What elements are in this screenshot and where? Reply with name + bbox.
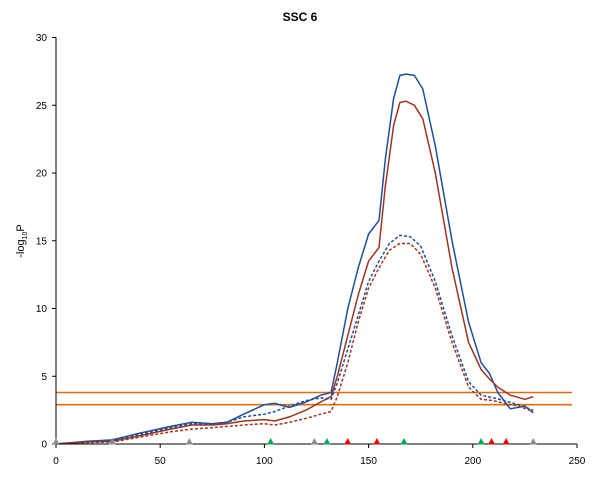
- marker-triangle-5: [323, 438, 331, 445]
- chart-title: SSC 6: [283, 10, 318, 24]
- y-axis-label: -log10P: [15, 224, 29, 257]
- marker-triangle-1: [108, 438, 116, 445]
- series-group: [55, 73, 534, 445]
- y-tick-label-25: 25: [36, 101, 48, 112]
- axes: [55, 37, 577, 445]
- y-axis-label-subscript: 10: [22, 232, 29, 240]
- marker-triangle-2: [185, 438, 193, 445]
- marker-triangle-7: [373, 438, 381, 445]
- y-tick-label-0: 0: [41, 440, 47, 451]
- x-ticks: 0 50 100 150 200 250: [53, 444, 586, 467]
- series-line-1: [55, 100, 534, 445]
- marker-triangle-8: [400, 438, 408, 445]
- threshold-lines: [56, 391, 572, 406]
- x-tick-label-0: 0: [53, 456, 59, 467]
- series-line-3: [55, 242, 534, 445]
- x-tick-label-150: 150: [360, 456, 377, 467]
- marker-triangle-9: [477, 438, 485, 445]
- marker-triangle-10: [488, 438, 496, 445]
- y-axis-label-suffix: P: [15, 224, 27, 231]
- y-ticks: 0 5 10 15 20 25 30: [36, 33, 56, 451]
- x-tick-label-200: 200: [464, 456, 481, 467]
- y-tick-label-20: 20: [36, 169, 48, 180]
- marker-triangle-11: [502, 438, 510, 445]
- markers: [52, 438, 537, 445]
- y-axis-label-prefix: -log: [15, 239, 27, 257]
- marker-triangle-12: [529, 438, 537, 445]
- marker-triangle-0: [52, 438, 60, 445]
- series-line-0: [55, 73, 534, 445]
- series-line-2: [55, 234, 534, 445]
- y-tick-label-5: 5: [41, 372, 47, 383]
- y-tick-label-10: 10: [36, 304, 48, 315]
- marker-triangle-4: [310, 438, 318, 445]
- x-tick-label-100: 100: [256, 456, 273, 467]
- marker-triangle-3: [267, 438, 275, 445]
- marker-triangle-6: [344, 438, 352, 445]
- x-tick-label-50: 50: [155, 456, 167, 467]
- y-tick-label-15: 15: [36, 236, 48, 247]
- x-tick-label-250: 250: [569, 456, 586, 467]
- y-tick-label-30: 30: [36, 33, 48, 44]
